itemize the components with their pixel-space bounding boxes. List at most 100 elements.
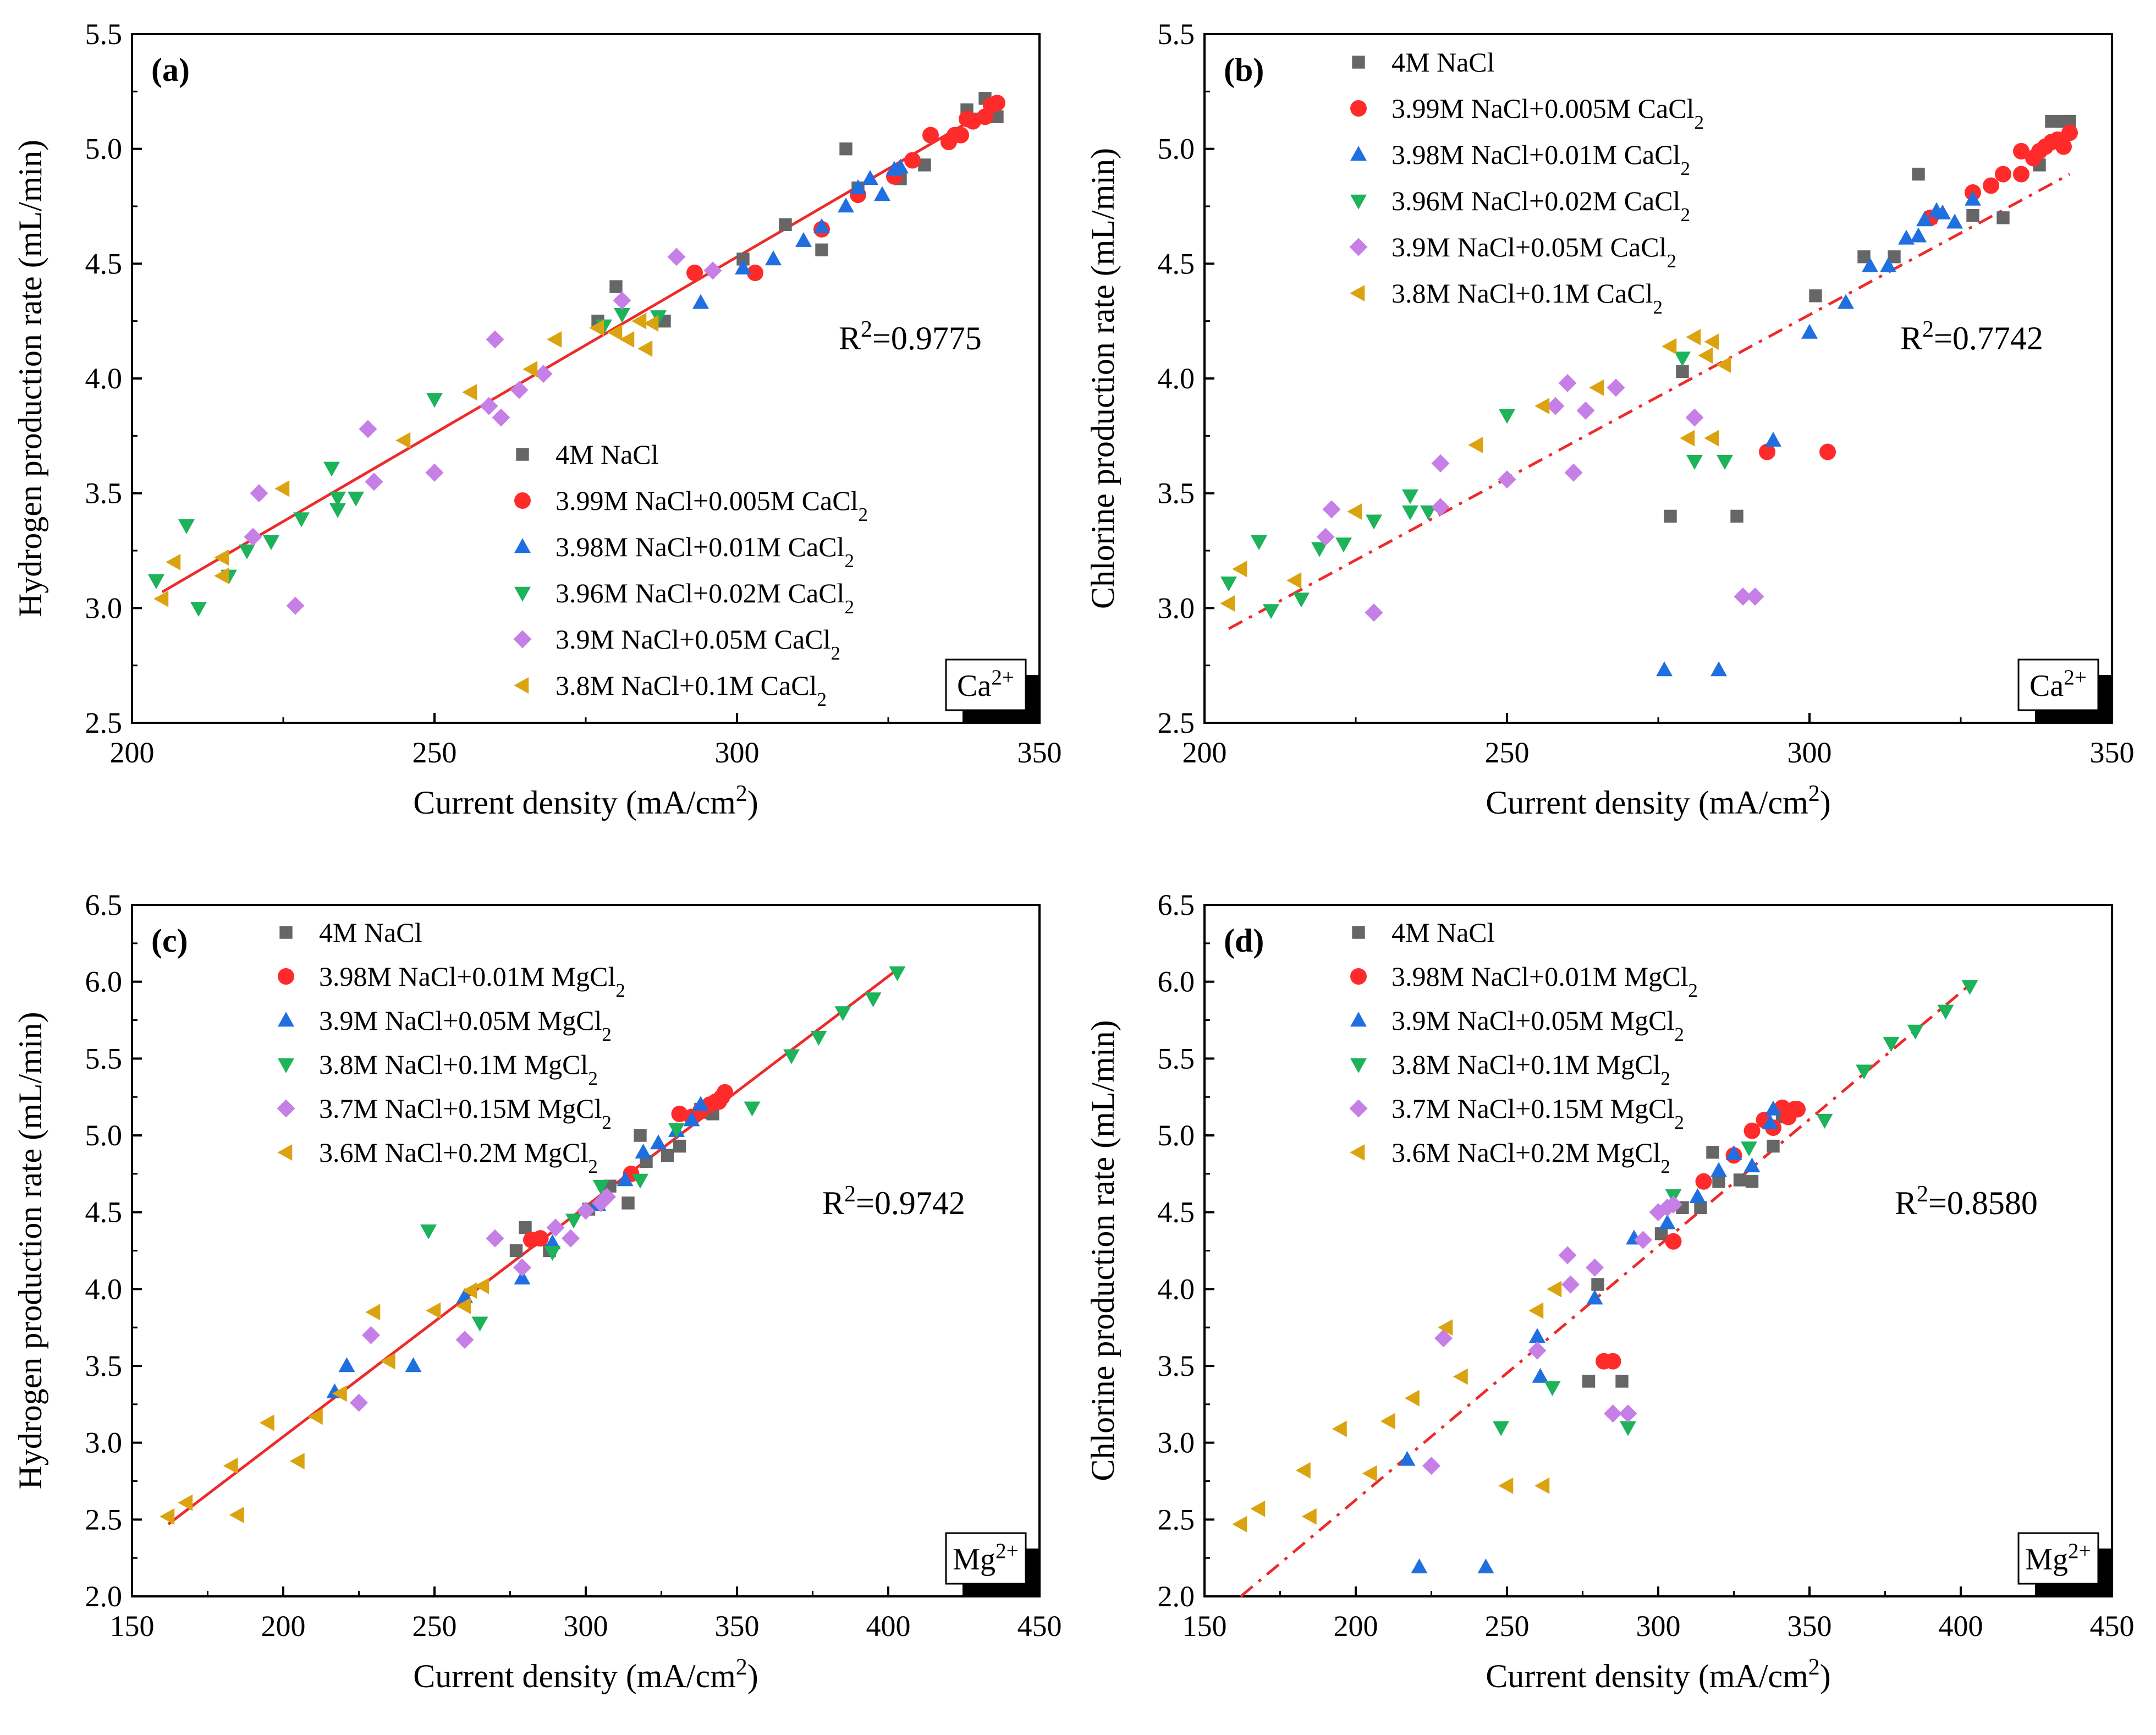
data-point bbox=[544, 1246, 561, 1261]
data-point bbox=[609, 280, 623, 293]
data-point bbox=[1528, 1302, 1544, 1319]
data-point bbox=[1263, 604, 1279, 619]
legend-entry: 3.98M NaCl+0.01M CaCl2 bbox=[556, 531, 854, 572]
data-point bbox=[1789, 1101, 1806, 1118]
data-point bbox=[1706, 1146, 1719, 1159]
y-tick-label: 2.0 bbox=[85, 1580, 123, 1613]
data-point bbox=[635, 1143, 652, 1159]
legend-marker bbox=[277, 1099, 295, 1118]
data-point bbox=[486, 1229, 504, 1248]
data-point bbox=[1898, 229, 1915, 245]
data-point bbox=[522, 361, 538, 378]
data-point bbox=[492, 408, 510, 427]
legend-marker bbox=[277, 1144, 293, 1161]
x-axis-title: Current density (mA/cm2) bbox=[413, 781, 758, 821]
y-tick-label: 5.0 bbox=[1158, 133, 1195, 166]
x-tick-label: 200 bbox=[110, 736, 155, 769]
data-point bbox=[2063, 114, 2076, 128]
data-point bbox=[425, 463, 444, 482]
y-tick-label: 4.0 bbox=[85, 1272, 123, 1305]
data-point bbox=[1422, 1457, 1440, 1475]
data-point bbox=[1809, 289, 1822, 303]
data-point bbox=[338, 1357, 355, 1372]
data-point bbox=[178, 1494, 193, 1511]
x-axis-title: Current density (mA/cm2) bbox=[1486, 1655, 1831, 1694]
data-point bbox=[546, 1218, 565, 1237]
data-point bbox=[668, 1123, 685, 1138]
data-point bbox=[1664, 509, 1677, 523]
data-point bbox=[1819, 443, 1836, 460]
legend-marker bbox=[278, 968, 294, 985]
data-point bbox=[1937, 1004, 1954, 1020]
data-point bbox=[1366, 514, 1382, 530]
data-point bbox=[1880, 257, 1896, 272]
data-point bbox=[455, 1331, 474, 1349]
y-tick-label: 2.5 bbox=[1158, 706, 1195, 739]
data-point bbox=[1619, 1404, 1637, 1423]
x-tick-label: 300 bbox=[715, 736, 760, 769]
data-point bbox=[918, 158, 931, 172]
x-tick-label: 250 bbox=[1485, 1610, 1530, 1643]
data-point bbox=[607, 324, 623, 341]
data-point bbox=[1547, 1281, 1562, 1298]
legend-entry: 3.9M NaCl+0.05M CaCl2 bbox=[1392, 232, 1676, 272]
y-axis-title: Chlorine production rate (mL/min) bbox=[1085, 148, 1121, 609]
series-3 bbox=[1220, 352, 1733, 619]
data-point bbox=[1532, 1368, 1549, 1383]
data-point bbox=[904, 152, 921, 169]
legend-marker bbox=[1350, 146, 1367, 161]
data-point bbox=[1916, 211, 1933, 227]
data-point bbox=[1762, 1114, 1779, 1129]
y-tick-label: 6.0 bbox=[1158, 965, 1195, 998]
data-point bbox=[1685, 408, 1704, 427]
data-point bbox=[1910, 227, 1927, 243]
legend-marker bbox=[278, 1012, 294, 1027]
data-point bbox=[779, 218, 792, 232]
data-point bbox=[153, 590, 169, 607]
data-point bbox=[703, 261, 722, 280]
y-tick-label: 3.0 bbox=[85, 1426, 123, 1459]
series-1 bbox=[523, 1084, 733, 1248]
data-point bbox=[953, 127, 969, 144]
data-point bbox=[1347, 503, 1362, 520]
ion-label: Mg2+ bbox=[2025, 1539, 2091, 1577]
data-point bbox=[889, 966, 906, 981]
data-point bbox=[1838, 294, 1854, 309]
legend-entry: 3.9M NaCl+0.05M MgCl2 bbox=[1392, 1005, 1684, 1045]
panel-b: 200 250 300 350 2.5 3.0 3.5 4.0 4.5 5.0 5.5 Current… bbox=[1085, 18, 2135, 821]
series-0 bbox=[1582, 1110, 1789, 1388]
data-point bbox=[486, 330, 504, 349]
series-4 bbox=[350, 1188, 616, 1412]
data-point bbox=[1745, 1175, 1759, 1188]
y-tick-label: 2.0 bbox=[1158, 1580, 1195, 1613]
data-point bbox=[1591, 1278, 1604, 1291]
legend-marker bbox=[514, 586, 531, 602]
x-tick-label: 200 bbox=[1182, 736, 1227, 769]
legend-entry: 3.98M NaCl+0.01M CaCl2 bbox=[1392, 139, 1690, 179]
data-point bbox=[1711, 1162, 1727, 1177]
data-point bbox=[329, 491, 346, 507]
data-point bbox=[519, 1221, 532, 1234]
x-tick-label: 450 bbox=[1018, 1610, 1062, 1643]
x-tick-label: 150 bbox=[1182, 1610, 1227, 1643]
series-2 bbox=[1399, 1100, 1781, 1574]
data-point bbox=[589, 320, 604, 337]
data-point bbox=[1698, 347, 1713, 364]
data-point bbox=[783, 1049, 800, 1064]
ion-label: Ca2+ bbox=[2030, 666, 2087, 704]
x-tick-label: 350 bbox=[1018, 736, 1062, 769]
fit-line bbox=[1228, 173, 2071, 630]
data-point bbox=[1607, 378, 1625, 397]
y-axis-title: Hydrogen production rate (mL/min) bbox=[12, 1012, 48, 1489]
y-tick-label: 5.5 bbox=[85, 1042, 123, 1075]
legend-entry: 3.99M NaCl+0.005M CaCl2 bbox=[1392, 93, 1704, 133]
data-point bbox=[1586, 1258, 1604, 1277]
data-point bbox=[274, 480, 290, 497]
data-point bbox=[1744, 1157, 1761, 1173]
data-point bbox=[1695, 1173, 1712, 1190]
series-5 bbox=[160, 1277, 490, 1525]
data-point bbox=[692, 1096, 709, 1111]
data-point bbox=[1676, 365, 1689, 378]
data-point bbox=[1746, 587, 1764, 606]
legend-entry: 3.96M NaCl+0.02M CaCl2 bbox=[1392, 185, 1690, 226]
